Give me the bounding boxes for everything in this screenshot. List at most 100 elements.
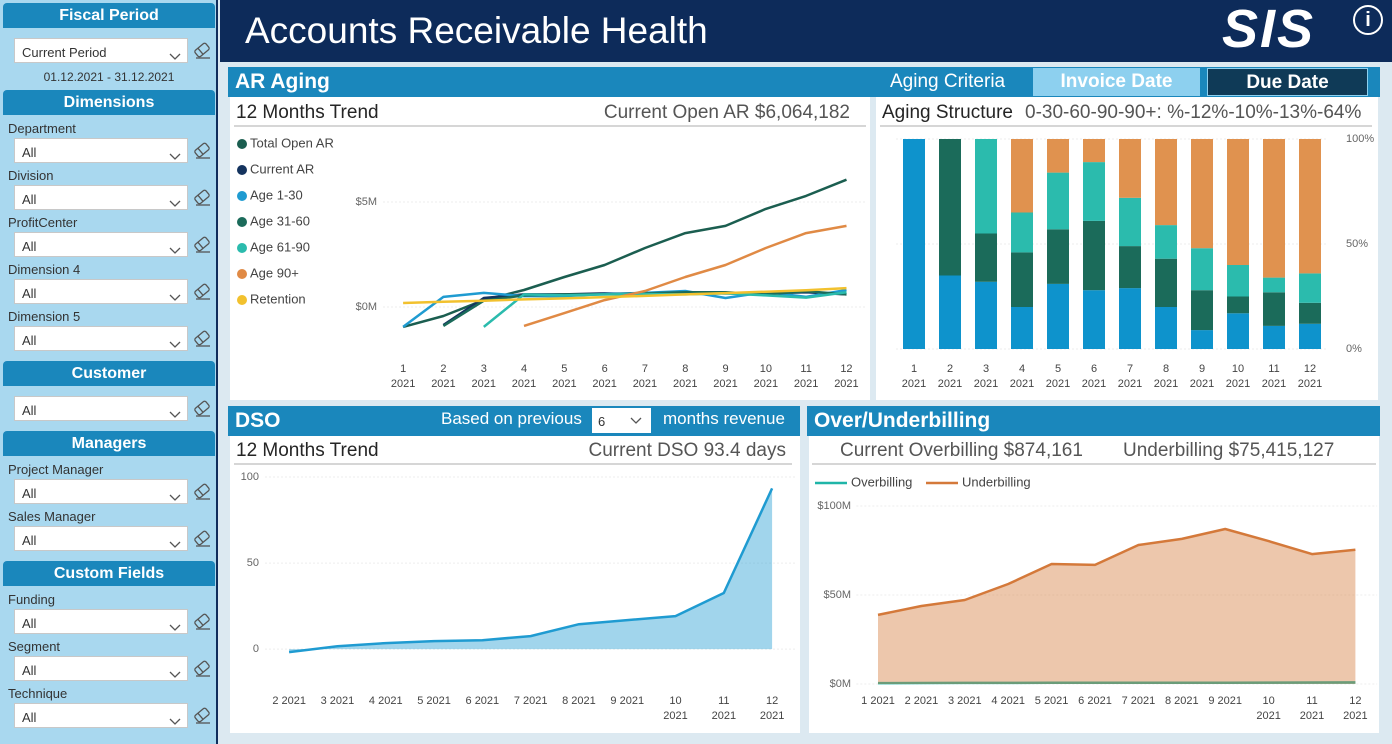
eraser-icon	[194, 660, 210, 677]
eraser-shape	[194, 330, 210, 346]
x-tick-label: 6 2021	[1081, 363, 1107, 390]
filter-label: Sales Manager	[8, 509, 96, 524]
eraser-band	[197, 288, 204, 296]
x-tick-label: 2 2021	[937, 363, 963, 390]
chevron-path	[630, 417, 642, 424]
dropdown[interactable]: All	[14, 656, 188, 681]
dropdown[interactable]: All	[14, 396, 188, 421]
dropdown[interactable]: All	[14, 703, 188, 728]
chart-annotation: Current Overbilling $874,161	[840, 440, 1083, 461]
section-header: Custom Fields	[3, 561, 215, 586]
eraser-shape	[194, 236, 210, 252]
dropdown-value: All	[22, 239, 37, 254]
dropdown-chevron	[169, 489, 181, 501]
x-tick-label: 8 2021	[673, 363, 698, 390]
clear-filter-button[interactable]	[192, 658, 212, 678]
clear-filter-button[interactable]	[192, 187, 212, 207]
dropdown[interactable]: All	[14, 185, 188, 210]
chart-title: 12 Months Trend	[236, 102, 379, 123]
eraser-body	[194, 236, 210, 252]
clear-filter-button[interactable]	[192, 611, 212, 631]
chart-subtitle: Current Open AR $6,064,182	[603, 102, 850, 123]
x-tick-label: 11 2021	[1299, 695, 1325, 722]
clear-filter-button[interactable]	[192, 705, 212, 725]
dropdown-value: All	[22, 333, 37, 348]
x-tick-label: 9 2021	[713, 363, 738, 390]
option-button[interactable]: Invoice Date	[1033, 68, 1200, 96]
x-tick-label: 10 2021	[1256, 695, 1281, 722]
eraser-shape	[194, 189, 210, 205]
dropdown[interactable]: All	[14, 609, 188, 634]
x-tick-label: 9 2021	[610, 695, 645, 707]
chevron-path	[169, 200, 181, 207]
eraser-band	[197, 665, 204, 673]
clear-filter-button[interactable]	[192, 140, 212, 160]
dropdown-value: All	[22, 663, 37, 678]
dropdown[interactable]: All	[14, 138, 188, 163]
eraser-band	[197, 618, 204, 626]
x-tick-label: 11 2021	[711, 695, 737, 722]
section-header: Customer	[3, 361, 215, 386]
eraser-icon	[194, 283, 210, 300]
x-tick-label: 10 2021	[663, 695, 688, 722]
section-title: Over/Underbilling	[814, 409, 991, 432]
eraser-shape	[194, 283, 210, 299]
clear-filter-button[interactable]	[192, 481, 212, 501]
eraser-icon	[194, 707, 210, 724]
dropdown[interactable]: All	[14, 526, 188, 551]
clear-filter-button[interactable]	[192, 40, 212, 60]
x-tick-label: 11 2021	[793, 363, 819, 390]
x-tick-label: 3 2021	[320, 695, 355, 707]
chevron	[169, 541, 181, 548]
x-tick-label: 5 2021	[417, 695, 451, 707]
chevron	[169, 341, 181, 348]
chevron	[169, 494, 181, 501]
months-select[interactable]: 6	[592, 408, 651, 433]
chevron	[169, 153, 181, 160]
dropdown-chevron	[169, 713, 181, 725]
x-tick-label: 9 2021	[1189, 363, 1215, 390]
clear-filter-button[interactable]	[192, 328, 212, 348]
info-button[interactable]: i	[1353, 5, 1383, 35]
filter-label: Department	[8, 121, 76, 136]
clear-filter-button[interactable]	[192, 398, 212, 418]
dropdown[interactable]: All	[14, 479, 188, 504]
dropdown[interactable]: Current Period	[14, 38, 188, 63]
eraser-body	[194, 142, 210, 158]
eraser-icon	[194, 236, 210, 253]
eraser-body	[194, 707, 210, 723]
clear-filter-button[interactable]	[192, 281, 212, 301]
eraser-body	[194, 483, 210, 499]
option-button[interactable]: Due Date	[1207, 68, 1368, 96]
dropdown-chevron	[169, 148, 181, 160]
eraser-shape	[194, 707, 210, 723]
eraser-icon	[194, 330, 210, 347]
eraser-band	[197, 241, 204, 249]
eraser-shape	[194, 613, 210, 629]
eraser-icon	[194, 613, 210, 630]
eraser-band	[197, 712, 204, 720]
eraser-band	[197, 488, 204, 496]
header: Accounts Receivable Health SIS i	[220, 0, 1392, 62]
dropdown-chevron	[169, 48, 181, 60]
clear-filter-button[interactable]	[192, 234, 212, 254]
dropdown[interactable]: All	[14, 279, 188, 304]
criteria-label: Aging Criteria	[890, 71, 1006, 92]
eraser-shape	[194, 660, 210, 676]
eraser-body	[194, 283, 210, 299]
clear-filter-button[interactable]	[192, 528, 212, 548]
eraser-shape	[194, 483, 210, 499]
x-tick-label: 6 2021	[592, 363, 617, 390]
eraser-icon	[194, 483, 210, 500]
dropdown[interactable]: All	[14, 326, 188, 351]
filter-label: Dimension 5	[8, 309, 81, 324]
chevron	[630, 417, 642, 424]
chevron-path	[169, 718, 181, 725]
eraser-body	[194, 613, 210, 629]
chevron	[169, 718, 181, 725]
chevron-path	[169, 153, 181, 160]
dropdown-value: All	[22, 710, 37, 725]
chevron-path	[169, 494, 181, 501]
dropdown[interactable]: All	[14, 232, 188, 257]
x-tick-label: 8 2021	[1164, 695, 1199, 707]
